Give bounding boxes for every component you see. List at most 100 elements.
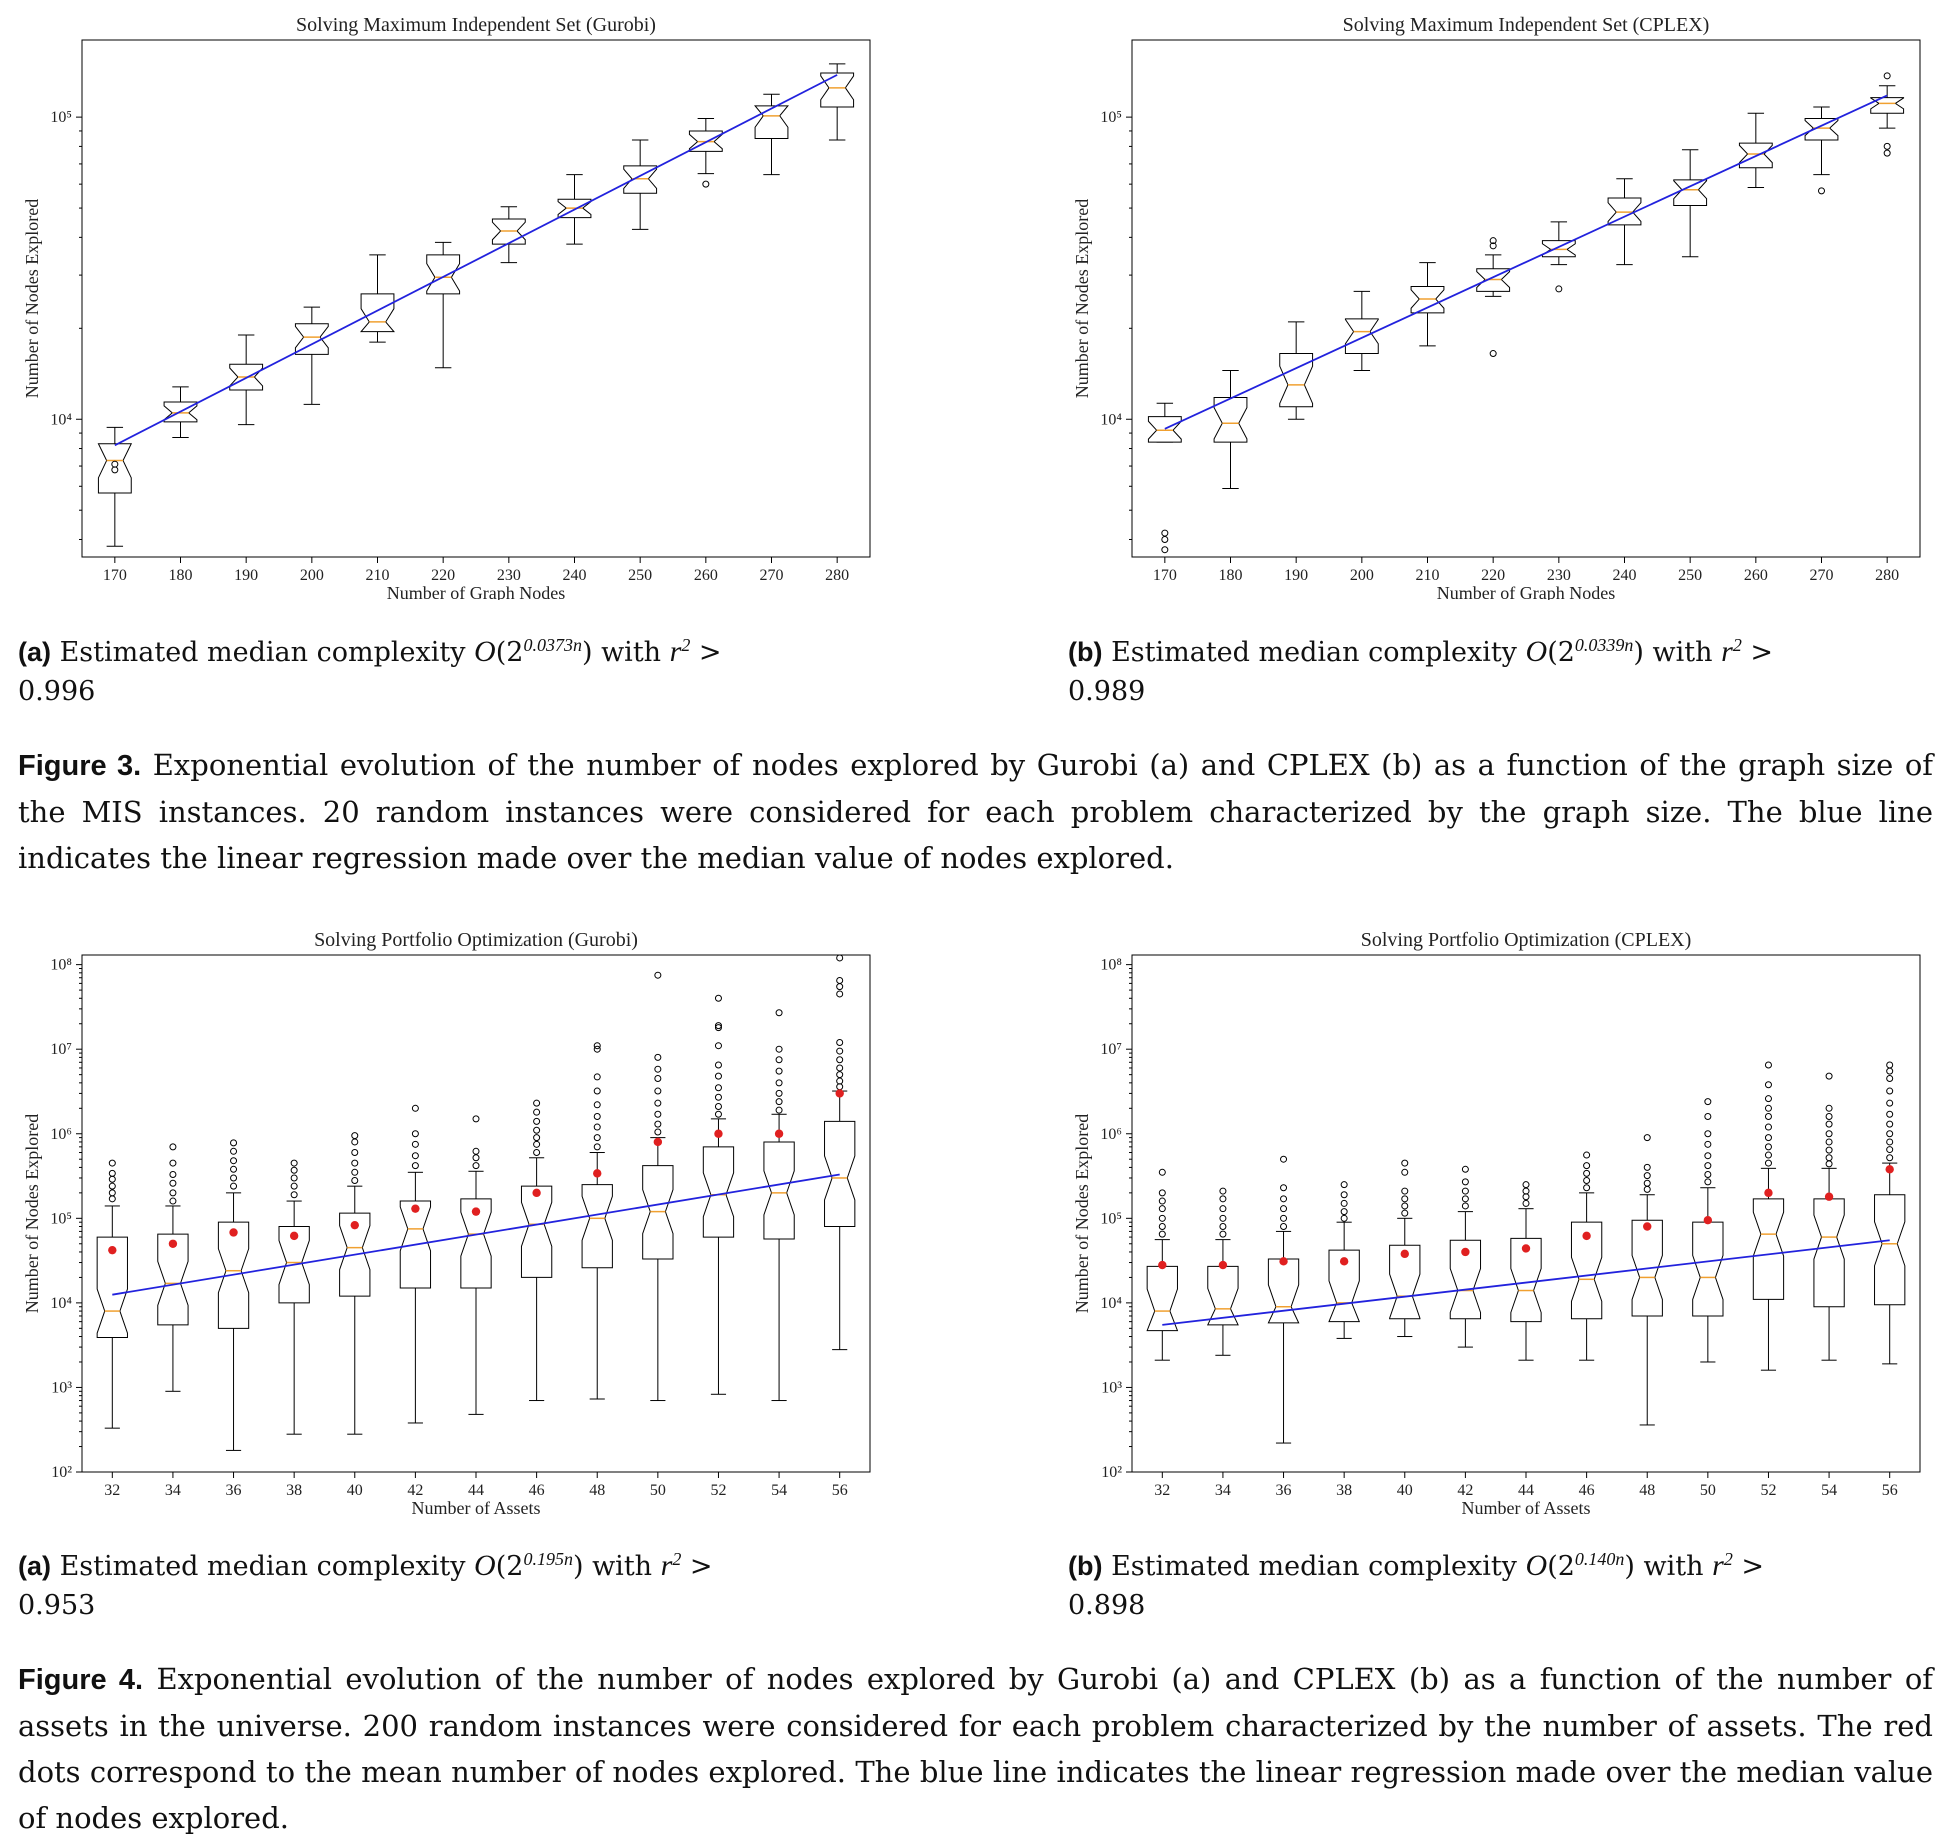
regression-line <box>112 1173 840 1296</box>
flier-point <box>1764 1104 1772 1112</box>
x-tick-label: 40 <box>1397 1482 1413 1499</box>
box-56 <box>824 954 856 1351</box>
flier-point <box>593 1087 601 1095</box>
box-56 <box>1874 1061 1906 1365</box>
x-tick-label: 260 <box>1744 567 1768 584</box>
notched-box <box>1813 1198 1845 1308</box>
y-tick-label: 10³ <box>51 1379 72 1396</box>
x-axis-label: Number of Assets <box>1462 1498 1591 1515</box>
flier-point <box>1522 1187 1530 1195</box>
y-tick-label: 10⁵ <box>1100 109 1122 126</box>
flier-point <box>593 1123 601 1131</box>
flier-point <box>1886 1154 1894 1162</box>
box-34 <box>1206 1187 1239 1356</box>
flier-point <box>836 1064 844 1072</box>
x-tick-label: 56 <box>1882 1482 1898 1499</box>
flier-point <box>1401 1202 1409 1210</box>
box-170 <box>97 426 133 547</box>
flier-point <box>836 1071 844 1079</box>
flier-point <box>411 1162 419 1170</box>
flier-point <box>775 1098 783 1106</box>
flier-point <box>1643 1163 1651 1171</box>
x-tick-label: 34 <box>165 1482 181 1499</box>
flier-point <box>593 1045 601 1053</box>
figure4-caption: Figure 4. Exponential evolution of the n… <box>18 1662 1934 1835</box>
box-220 <box>426 241 461 369</box>
flier-point <box>411 1104 419 1112</box>
flier-point <box>108 1159 116 1167</box>
flier-point <box>472 1162 480 1170</box>
notched-box <box>1673 179 1708 206</box>
flier-point <box>1340 1181 1348 1189</box>
box-46 <box>520 1099 553 1402</box>
flier-point <box>290 1191 298 1199</box>
flier-point <box>1764 1112 1772 1120</box>
flier-point <box>775 1089 783 1097</box>
box-36 <box>217 1139 250 1451</box>
x-tick-label: 38 <box>1336 1482 1352 1499</box>
x-tick-label: 210 <box>366 567 390 584</box>
x-tick-label: 34 <box>1215 1482 1231 1499</box>
flier-point <box>1583 1169 1591 1177</box>
mean-point <box>229 1228 238 1237</box>
mean-point <box>1218 1260 1228 1270</box>
y-tick-label: 10⁵ <box>1100 1210 1122 1227</box>
flier-point <box>1883 149 1891 157</box>
x-tick-label: 180 <box>1219 567 1243 584</box>
flier-point <box>593 1134 601 1142</box>
notched-box <box>426 254 461 295</box>
flier-point <box>714 1024 722 1032</box>
y-axis-label: Number of Nodes Explored <box>22 199 42 398</box>
mean-point <box>1461 1247 1470 1257</box>
mean-point <box>1824 1192 1834 1201</box>
notched-box <box>1206 1265 1239 1326</box>
box-250 <box>1673 149 1708 258</box>
figure3-caption: Figure 3. Exponential evolution of the n… <box>18 748 1934 875</box>
flier-point <box>836 1077 844 1085</box>
flier-point <box>230 1174 238 1182</box>
x-tick-label: 46 <box>1579 1482 1595 1499</box>
flier-point <box>351 1138 359 1146</box>
x-axis-label: Number of Assets <box>412 1498 541 1515</box>
notched-box <box>1804 117 1839 141</box>
mean-point <box>774 1129 784 1138</box>
box-200 <box>294 306 329 405</box>
flier-point <box>1704 1178 1712 1186</box>
flier-point <box>1280 1155 1288 1163</box>
x-tick-label: 40 <box>347 1482 363 1499</box>
x-tick-label: 230 <box>497 567 521 584</box>
flier-point <box>714 1042 722 1050</box>
flier-point <box>654 1128 662 1136</box>
flier-point <box>702 180 710 188</box>
notched-box <box>1146 1265 1179 1332</box>
flier-point <box>714 1084 722 1092</box>
flier-point <box>836 990 844 998</box>
flier-point <box>1219 1195 1227 1203</box>
flier-point <box>351 1149 359 1157</box>
flier-point <box>1401 1195 1409 1203</box>
box-32 <box>1146 1168 1179 1361</box>
notched-box <box>702 1146 735 1238</box>
x-tick-label: 50 <box>1700 1482 1716 1499</box>
y-tick-label: 10⁶ <box>1100 1126 1122 1143</box>
x-tick-label: 270 <box>1810 567 1834 584</box>
flier-point <box>1583 1177 1591 1185</box>
notched-box <box>294 323 329 355</box>
flier-point <box>593 1042 601 1050</box>
flier-point <box>1158 1223 1166 1231</box>
box-52 <box>1752 1061 1785 1371</box>
y-tick-label: 10⁴ <box>50 411 72 428</box>
box-170 <box>1147 402 1182 554</box>
flier-point <box>533 1149 541 1157</box>
flier-point <box>351 1177 359 1185</box>
box-230 <box>1541 221 1576 293</box>
mean-point <box>1582 1231 1591 1241</box>
box-36 <box>1267 1155 1300 1444</box>
flier-point <box>1158 1214 1166 1222</box>
flier-point <box>1489 242 1497 250</box>
flier-point <box>1555 285 1563 293</box>
flier-point <box>230 1147 238 1155</box>
mean-point <box>108 1245 117 1255</box>
box-230 <box>491 206 526 264</box>
y-axis-label: Number of Nodes Explored <box>1072 1114 1092 1313</box>
